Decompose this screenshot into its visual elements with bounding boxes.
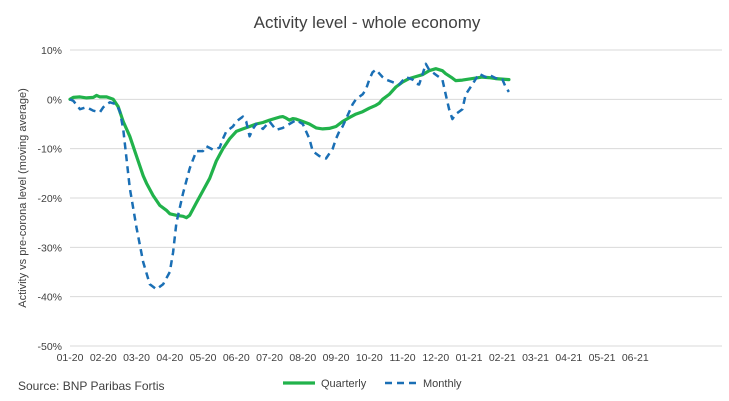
y-tick-label: 0% [47,94,62,106]
series-line-monthly [69,62,510,291]
chart-title: Activity level - whole economy [254,13,481,32]
source-note: Source: BNP Paribas Fortis [18,379,165,393]
x-tick-label: 09-20 [323,352,350,364]
series-lines [68,62,511,291]
y-tick-label: -40% [37,292,62,304]
x-tick-label: 03-21 [522,352,549,364]
x-tick-label: 04-20 [156,352,183,364]
legend: Quarterly Monthly [283,378,462,390]
y-tick-label: -30% [37,242,62,254]
gridlines [70,49,722,347]
x-tick-label: 06-21 [622,352,649,364]
x-tick-label: 05-20 [190,352,217,364]
y-tick-label: -20% [37,193,62,205]
x-tick-label: 04-21 [555,352,582,364]
y-tick-label: -50% [37,341,62,353]
x-tick-label: 02-21 [489,352,516,364]
x-tick-label: 01-20 [57,352,84,364]
x-tick-label: 11-20 [389,352,415,364]
series-line-quarterly [68,67,511,220]
y-axis-label: Activity vs pre-corona level (moving ave… [17,88,29,307]
legend-label-quarterly: Quarterly [321,378,367,390]
x-tick-label: 05-21 [589,352,616,364]
y-tick-label: 10% [41,45,62,57]
y-tick-labels: 10% 0% -10% -20% -30% -40% -50% [37,45,62,353]
x-tick-label: 07-20 [256,352,283,364]
x-tick-label: 01-21 [456,352,483,364]
x-tick-label: 03-20 [123,352,150,364]
x-tick-label: 12-20 [422,352,449,364]
y-tick-label: -10% [37,144,62,156]
x-tick-label: 08-20 [289,352,316,364]
x-tick-label: 02-20 [90,352,117,364]
legend-label-monthly: Monthly [423,378,462,390]
x-tick-label: 06-20 [223,352,250,364]
x-tick-label: 10-20 [356,352,383,364]
x-tick-labels: 01-20 02-20 03-20 04-20 05-20 06-20 07-20 08-20… [57,352,649,364]
